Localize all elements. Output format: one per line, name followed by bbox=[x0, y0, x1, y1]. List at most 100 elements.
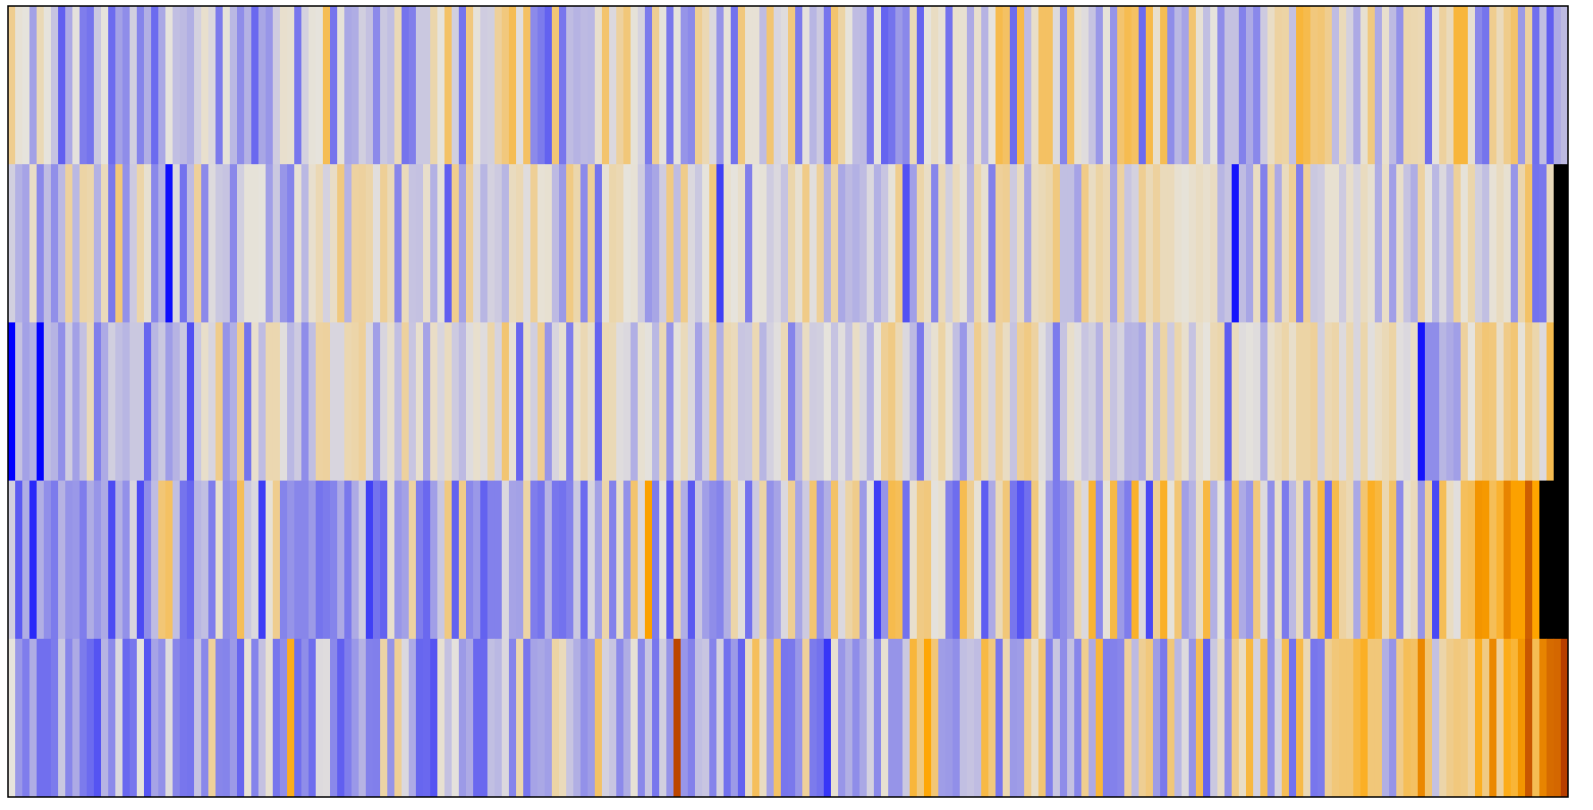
heatmap-cell bbox=[852, 322, 860, 481]
heatmap-cell bbox=[1446, 638, 1454, 798]
heatmap-cell bbox=[723, 322, 732, 481]
heatmap-cell bbox=[1517, 164, 1526, 323]
heatmap-cell bbox=[279, 638, 288, 798]
heatmap-cell bbox=[1324, 638, 1333, 798]
heatmap-cell bbox=[1045, 638, 1054, 798]
heatmap-cell bbox=[1331, 638, 1340, 798]
heatmap-cell bbox=[1403, 480, 1411, 640]
heatmap-cell bbox=[1110, 6, 1118, 165]
heatmap-cell bbox=[1088, 638, 1097, 798]
heatmap-cell bbox=[1131, 480, 1140, 640]
heatmap-cell bbox=[101, 322, 109, 481]
heatmap-cell bbox=[1110, 164, 1118, 323]
heatmap-cell bbox=[587, 164, 596, 323]
heatmap-cell bbox=[1124, 6, 1132, 165]
heatmap-cell bbox=[179, 480, 188, 640]
heatmap-cell bbox=[1045, 6, 1054, 165]
heatmap-cell bbox=[72, 164, 80, 323]
heatmap-cell bbox=[79, 480, 88, 640]
heatmap-cell bbox=[1117, 480, 1125, 640]
heatmap-cell bbox=[465, 6, 474, 165]
heatmap-cell bbox=[1503, 638, 1512, 798]
heatmap-cell bbox=[136, 6, 145, 165]
heatmap-cell bbox=[630, 638, 639, 798]
heatmap-cell bbox=[1188, 638, 1197, 798]
heatmap-cell bbox=[387, 164, 395, 323]
heatmap-cell bbox=[408, 6, 417, 165]
heatmap-cell bbox=[551, 322, 560, 481]
heatmap-cell bbox=[36, 6, 45, 165]
heatmap-cell bbox=[258, 164, 267, 323]
heatmap-cell bbox=[444, 164, 453, 323]
heatmap-cell bbox=[652, 480, 660, 640]
heatmap-cell bbox=[523, 638, 531, 798]
heatmap-cell bbox=[1532, 638, 1540, 798]
heatmap-cell bbox=[516, 6, 524, 165]
heatmap-cell bbox=[931, 322, 939, 481]
heatmap-cell bbox=[659, 322, 667, 481]
heatmap-cell bbox=[1367, 6, 1376, 165]
heatmap-cell bbox=[659, 638, 667, 798]
heatmap-cell bbox=[1016, 480, 1025, 640]
heatmap-cell bbox=[1310, 164, 1318, 323]
heatmap-cell bbox=[50, 480, 59, 640]
heatmap-cell bbox=[737, 480, 746, 640]
heatmap-cell bbox=[1546, 164, 1555, 323]
heatmap-cell bbox=[1009, 322, 1018, 481]
heatmap-cell bbox=[423, 164, 431, 323]
heatmap-cell bbox=[1281, 164, 1290, 323]
heatmap-cell bbox=[372, 164, 381, 323]
heatmap-cell bbox=[551, 164, 560, 323]
heatmap-cell bbox=[372, 322, 381, 481]
heatmap-cell bbox=[501, 638, 510, 798]
heatmap-cell bbox=[594, 164, 603, 323]
heatmap-cell bbox=[437, 322, 445, 481]
heatmap-cell bbox=[559, 480, 567, 640]
heatmap-cell bbox=[101, 164, 109, 323]
heatmap-cell bbox=[401, 322, 410, 481]
heatmap-cell bbox=[158, 322, 166, 481]
heatmap-cell bbox=[1217, 322, 1225, 481]
heatmap-cell bbox=[1002, 322, 1011, 481]
heatmap-cell bbox=[1102, 322, 1111, 481]
heatmap-cell bbox=[523, 322, 531, 481]
heatmap-cell bbox=[215, 638, 224, 798]
heatmap-cell bbox=[1095, 480, 1104, 640]
heatmap-cell bbox=[351, 480, 360, 640]
heatmap-cell bbox=[1045, 480, 1054, 640]
heatmap-cell bbox=[179, 6, 188, 165]
heatmap-cell bbox=[1238, 322, 1247, 481]
heatmap-cell bbox=[1403, 6, 1411, 165]
heatmap-cell bbox=[101, 638, 109, 798]
heatmap-cell bbox=[86, 322, 95, 481]
heatmap-cell bbox=[129, 164, 138, 323]
heatmap-cell bbox=[1231, 164, 1240, 323]
heatmap-cell bbox=[1052, 480, 1061, 640]
heatmap-cell bbox=[1024, 6, 1032, 165]
heatmap-cell bbox=[1253, 322, 1261, 481]
heatmap-cell bbox=[258, 638, 267, 798]
heatmap-cell bbox=[1267, 322, 1276, 481]
heatmap-cell bbox=[902, 322, 911, 481]
heatmap-cell bbox=[172, 6, 181, 165]
heatmap-cell bbox=[580, 322, 589, 481]
heatmap-cell bbox=[1353, 322, 1361, 481]
heatmap-cell bbox=[1245, 480, 1254, 640]
heatmap-cell bbox=[1303, 322, 1311, 481]
heatmap-cell bbox=[380, 480, 388, 640]
heatmap-cell bbox=[473, 480, 481, 640]
heatmap-cell bbox=[1217, 480, 1225, 640]
heatmap-cell bbox=[1174, 164, 1182, 323]
heatmap-cell bbox=[1181, 6, 1190, 165]
heatmap-cell bbox=[573, 480, 581, 640]
heatmap-cell bbox=[165, 164, 173, 323]
heatmap-cell bbox=[516, 322, 524, 481]
heatmap-cell bbox=[451, 164, 460, 323]
heatmap-cell bbox=[616, 164, 624, 323]
heatmap-cell bbox=[544, 6, 553, 165]
heatmap-cell bbox=[852, 6, 860, 165]
heatmap-cell bbox=[1024, 164, 1032, 323]
heatmap-cell bbox=[408, 638, 417, 798]
heatmap-cell bbox=[1460, 6, 1469, 165]
heatmap-cell bbox=[1525, 480, 1533, 640]
